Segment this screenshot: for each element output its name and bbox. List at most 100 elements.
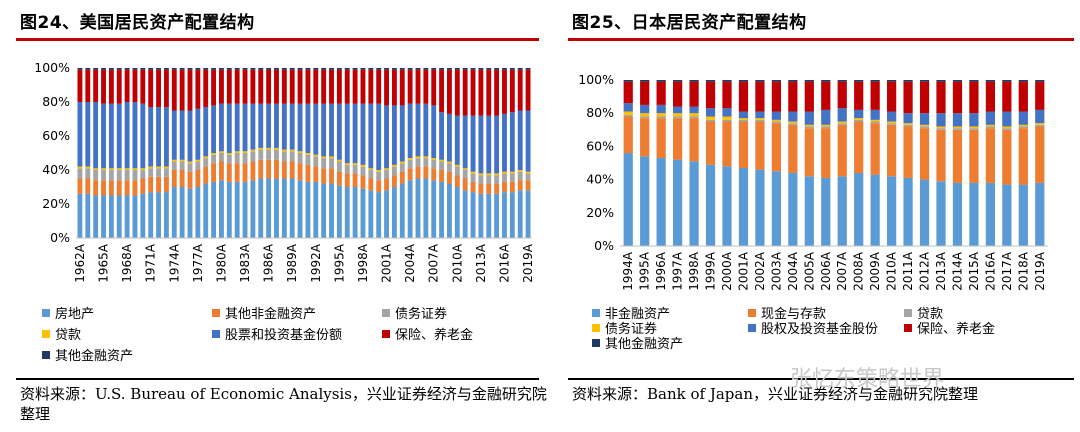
bar-segment [101, 195, 106, 238]
bar-segment [93, 102, 99, 169]
bar-segment [423, 103, 429, 157]
x-tick-label: 1971A [144, 243, 158, 283]
bar-segment [517, 110, 523, 170]
bar-segment [171, 110, 177, 160]
bar-segment [336, 68, 342, 70]
bar-segment [969, 81, 979, 114]
bar-segment [219, 68, 224, 70]
x-tick-label: 2004A [786, 251, 800, 291]
bar-segment [462, 68, 468, 70]
bar-segment [656, 116, 666, 119]
bar-segment [329, 156, 334, 159]
bar-segment [936, 113, 946, 127]
bar-segment [242, 151, 248, 153]
bar-segment [77, 69, 83, 102]
bar-segment [439, 170, 445, 182]
bar-segment [705, 119, 716, 122]
bar-segment [108, 180, 114, 196]
bar-segment [132, 170, 138, 181]
bar-segment [116, 168, 122, 170]
bar-segment [108, 195, 114, 238]
bar-segment [439, 112, 445, 160]
legend-label: 贷款 [55, 328, 82, 343]
bar-segment [738, 111, 749, 119]
bar-segment [705, 80, 716, 82]
bar-segment [219, 151, 224, 153]
bar-segment [1035, 81, 1045, 110]
bar-segment [187, 163, 193, 172]
bar-segment [771, 81, 781, 112]
bar-segment [305, 68, 311, 70]
bar-segment [517, 69, 523, 111]
bar-segment [517, 170, 523, 172]
source-divider [16, 378, 539, 380]
bar-segment [407, 159, 413, 169]
bar-segment [171, 159, 177, 162]
bar-segment [101, 69, 106, 104]
bar-segment [77, 68, 83, 70]
bar-segment [368, 178, 374, 191]
bar-segment [903, 80, 913, 82]
source-note-us: 资料来源：U.S. Bureau of Economic Analysis，兴业… [20, 385, 547, 423]
bar-segment [903, 113, 913, 124]
bar-segment [462, 168, 468, 170]
bar-segment [837, 123, 847, 125]
bar-segment [640, 81, 650, 105]
bar-segment [903, 123, 913, 125]
bar-segment [502, 173, 507, 182]
bar-segment [486, 183, 492, 194]
bar-segment [360, 69, 366, 104]
bar-segment [771, 121, 781, 124]
bar-segment [85, 102, 91, 167]
x-tick-label: 2013A [474, 243, 488, 283]
bar-segment [187, 68, 193, 70]
bar-segment [656, 80, 666, 82]
bar-segment [108, 168, 114, 170]
bar-segment [656, 118, 666, 159]
y-tick-label: 0% [50, 230, 70, 245]
bar-segment [1035, 182, 1045, 246]
bar-segment [673, 118, 683, 160]
bar-segment [384, 168, 389, 170]
bar-segment [101, 170, 106, 181]
bar-segment [870, 121, 880, 124]
legend-label: 股票和投资基金份额 [225, 328, 343, 343]
bar-segment [313, 156, 319, 167]
bar-segment [656, 158, 666, 246]
bar-segment [407, 69, 413, 104]
bar-segment [623, 80, 633, 82]
bar-segment [969, 128, 979, 130]
x-tick-label: 2014A [950, 251, 964, 291]
bar-segment [344, 103, 350, 164]
bar-segment [447, 113, 452, 162]
bar-segment [258, 178, 264, 238]
bar-segment [494, 115, 500, 174]
bar-segment [788, 124, 798, 173]
bar-segment [870, 80, 880, 82]
bar-segment [108, 170, 114, 181]
bar-segment [837, 80, 847, 82]
bar-segment [266, 178, 272, 238]
bar-segment [903, 126, 913, 178]
bar-segment [936, 129, 946, 182]
bar-segment [321, 103, 327, 157]
bar-segment [234, 153, 240, 164]
bar-segment [336, 159, 342, 162]
bar-segment [854, 80, 864, 82]
bar-segment [952, 113, 963, 127]
bar-segment [321, 158, 327, 169]
bar-segment [1018, 184, 1028, 246]
bar-segment [234, 103, 240, 152]
bar-segment [391, 166, 397, 176]
bar-segment [132, 68, 138, 70]
bar-segment [156, 192, 161, 238]
bar-segment [391, 105, 397, 165]
bar-segment [887, 81, 897, 112]
legend-item: 贷款 [42, 324, 81, 343]
bar-segment [376, 69, 382, 104]
bar-segment [525, 171, 531, 174]
bar-segment [219, 161, 224, 181]
bar-segment [952, 81, 963, 114]
x-tick-label: 2010A [450, 243, 464, 283]
bar-segment [470, 173, 476, 182]
